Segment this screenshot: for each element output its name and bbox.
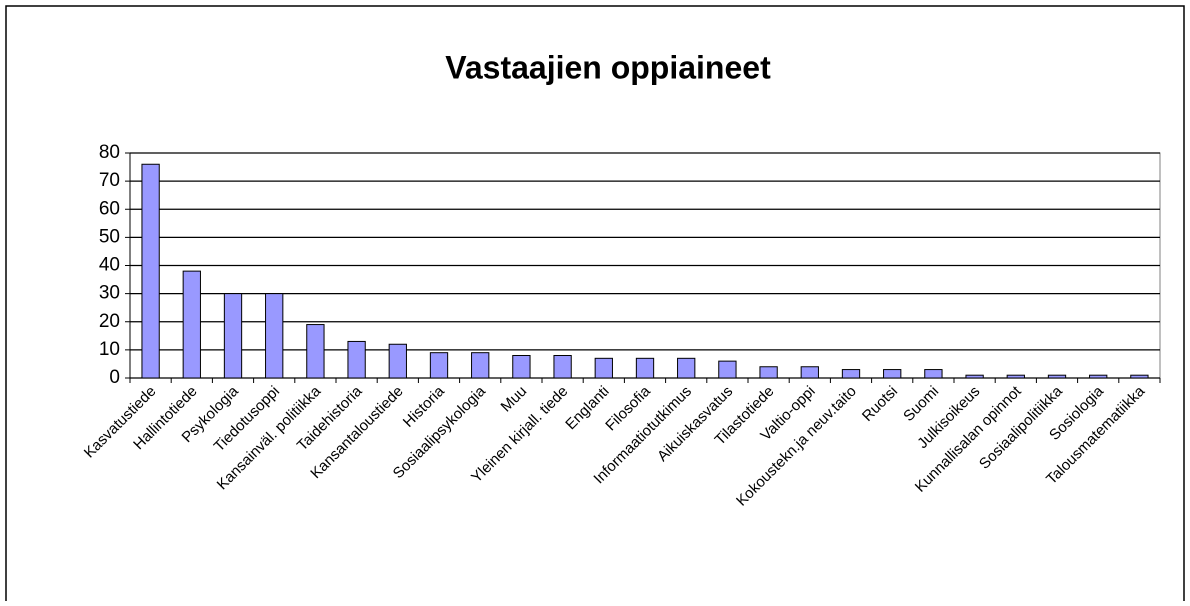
bar xyxy=(718,360,737,379)
bar xyxy=(512,355,531,379)
y-tick-label: 0 xyxy=(109,367,120,388)
bar xyxy=(800,366,819,379)
bar xyxy=(1130,374,1149,379)
bar xyxy=(1047,374,1067,379)
bar xyxy=(388,343,407,379)
bar xyxy=(306,324,325,379)
bar xyxy=(347,340,366,379)
bar xyxy=(924,369,943,379)
y-tick-label: 40 xyxy=(99,255,120,276)
bar xyxy=(471,352,490,379)
bar xyxy=(759,366,778,379)
y-tick-label: 70 xyxy=(99,170,120,191)
bar xyxy=(265,293,284,379)
bar xyxy=(1089,374,1108,379)
bar xyxy=(141,163,160,379)
bar xyxy=(223,293,243,379)
y-tick-label: 10 xyxy=(99,339,120,360)
y-tick-label: 20 xyxy=(99,311,120,332)
y-tick-label: 30 xyxy=(99,283,120,304)
bar xyxy=(677,357,696,379)
bar xyxy=(635,357,655,379)
bar xyxy=(429,352,449,379)
bar xyxy=(553,355,572,379)
bar xyxy=(841,369,861,379)
bar xyxy=(883,369,902,379)
bar xyxy=(594,357,613,379)
y-tick-label: 80 xyxy=(99,142,120,163)
y-tick-label: 60 xyxy=(99,198,120,219)
chart-title: Vastaajien oppiaineet xyxy=(445,49,771,85)
bar xyxy=(1006,374,1025,379)
bar xyxy=(965,374,984,379)
y-tick-label: 50 xyxy=(99,226,120,247)
bar xyxy=(182,270,201,379)
